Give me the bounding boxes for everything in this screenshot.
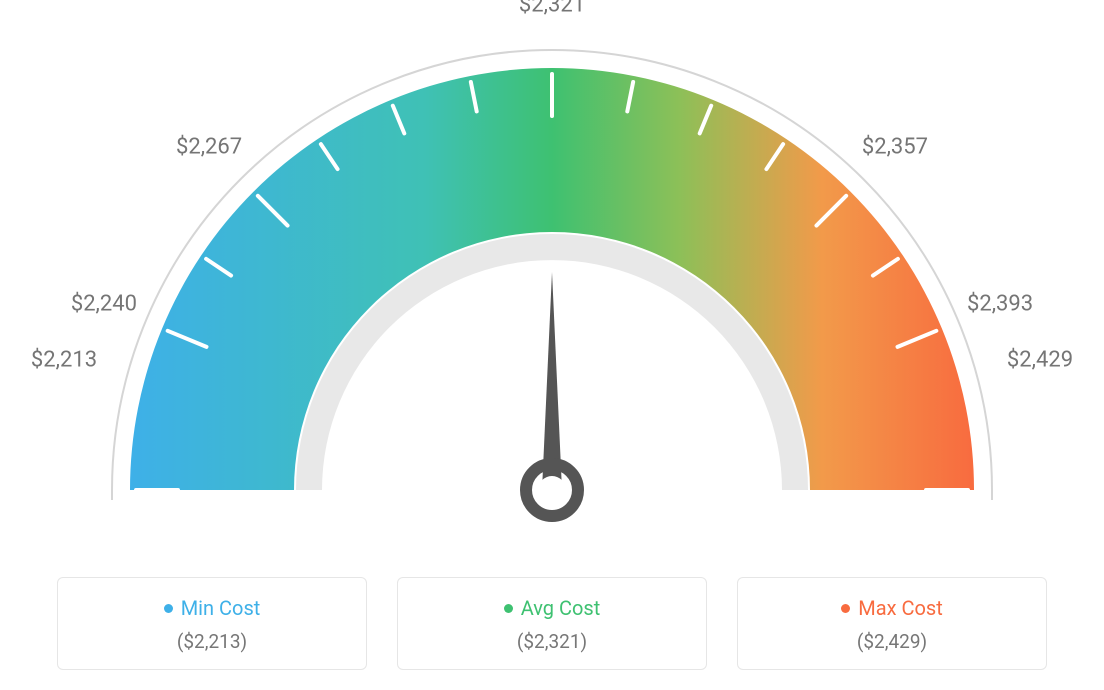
gauge-tick-label: $2,267 xyxy=(176,135,242,160)
legend-value-max: ($2,429) xyxy=(748,630,1036,653)
dot-icon xyxy=(164,604,173,613)
legend-title-text: Min Cost xyxy=(181,596,261,620)
gauge-tick-label: $2,357 xyxy=(862,135,928,160)
gauge-svg xyxy=(0,0,1104,560)
gauge-tick-label: $2,213 xyxy=(31,348,97,373)
legend-card-max: Max Cost ($2,429) xyxy=(737,577,1047,670)
gauge-tick-label: $2,429 xyxy=(1007,348,1073,373)
dot-icon xyxy=(504,604,513,613)
dot-icon xyxy=(841,604,850,613)
legend-title-text: Max Cost xyxy=(858,596,943,620)
gauge-chart: $2,213 $2,240 $2,267 $2,321 $2,357 $2,393 $2,4… xyxy=(0,0,1104,560)
legend-card-avg: Avg Cost ($2,321) xyxy=(397,577,707,670)
gauge-tick-label: $2,393 xyxy=(967,292,1033,317)
legend-card-min: Min Cost ($2,213) xyxy=(57,577,367,670)
legend-title-avg: Avg Cost xyxy=(504,596,601,620)
legend-row: Min Cost ($2,213) Avg Cost ($2,321) Max … xyxy=(0,577,1104,670)
gauge-tick-label: $2,321 xyxy=(519,0,585,18)
legend-value-min: ($2,213) xyxy=(68,630,356,653)
legend-title-min: Min Cost xyxy=(164,596,261,620)
legend-title-max: Max Cost xyxy=(841,596,943,620)
legend-title-text: Avg Cost xyxy=(521,596,601,620)
legend-value-avg: ($2,321) xyxy=(408,630,696,653)
gauge-tick-label: $2,240 xyxy=(71,292,137,317)
